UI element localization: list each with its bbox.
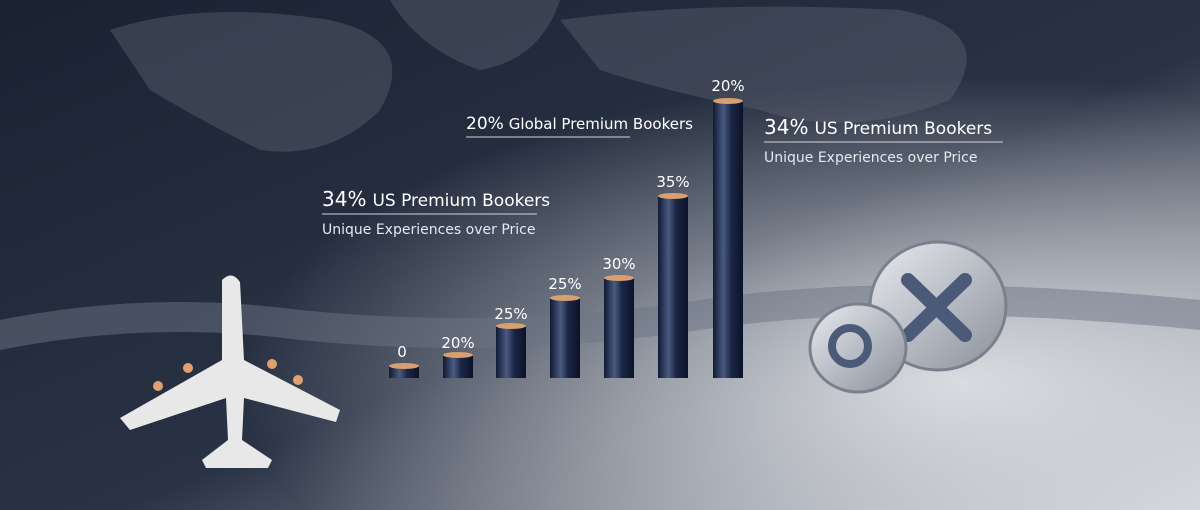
callout: 34% US Premium Bookers Unique Experiences… [322,187,550,238]
world-map [110,0,967,152]
callout-figure: 34% [764,115,808,139]
callout-figure: 20% [466,114,504,134]
bar-label: 25% [494,305,527,323]
callout-figure: 34% [322,187,366,211]
callout: 34% US Premium Bookers Unique Experiences… [764,115,1003,166]
callout: 20% Global Premium Bookers [466,114,693,138]
cylinder [604,275,634,378]
cylinders [389,98,743,378]
bar-label: 35% [656,173,689,191]
callout-title: US Premium Bookers [814,119,992,139]
callout-subline: Unique Experiences over Price [322,222,535,238]
cylinder [550,295,580,378]
bar-label: 25% [548,275,581,293]
callout-title: Global Premium Bookers [509,115,693,133]
cylinder [496,323,526,378]
bar-label: 30% [602,255,635,273]
cylinder [658,193,688,378]
cylinder [443,352,473,378]
callout-headline: 20% Global Premium Bookers [466,114,693,134]
callout-subline: Unique Experiences over Price [764,150,977,166]
coins [808,240,1008,394]
callout-headline: 34% US Premium Bookers [322,187,550,211]
airplane [120,275,340,468]
cylinder [713,98,743,378]
callout-title: US Premium Bookers [372,191,550,211]
bar-label: 20% [711,77,744,95]
callout-headline: 34% US Premium Bookers [764,115,992,139]
cylinder [389,363,419,378]
bar-label: 0 [397,343,407,361]
bar-label: 20% [441,334,474,352]
